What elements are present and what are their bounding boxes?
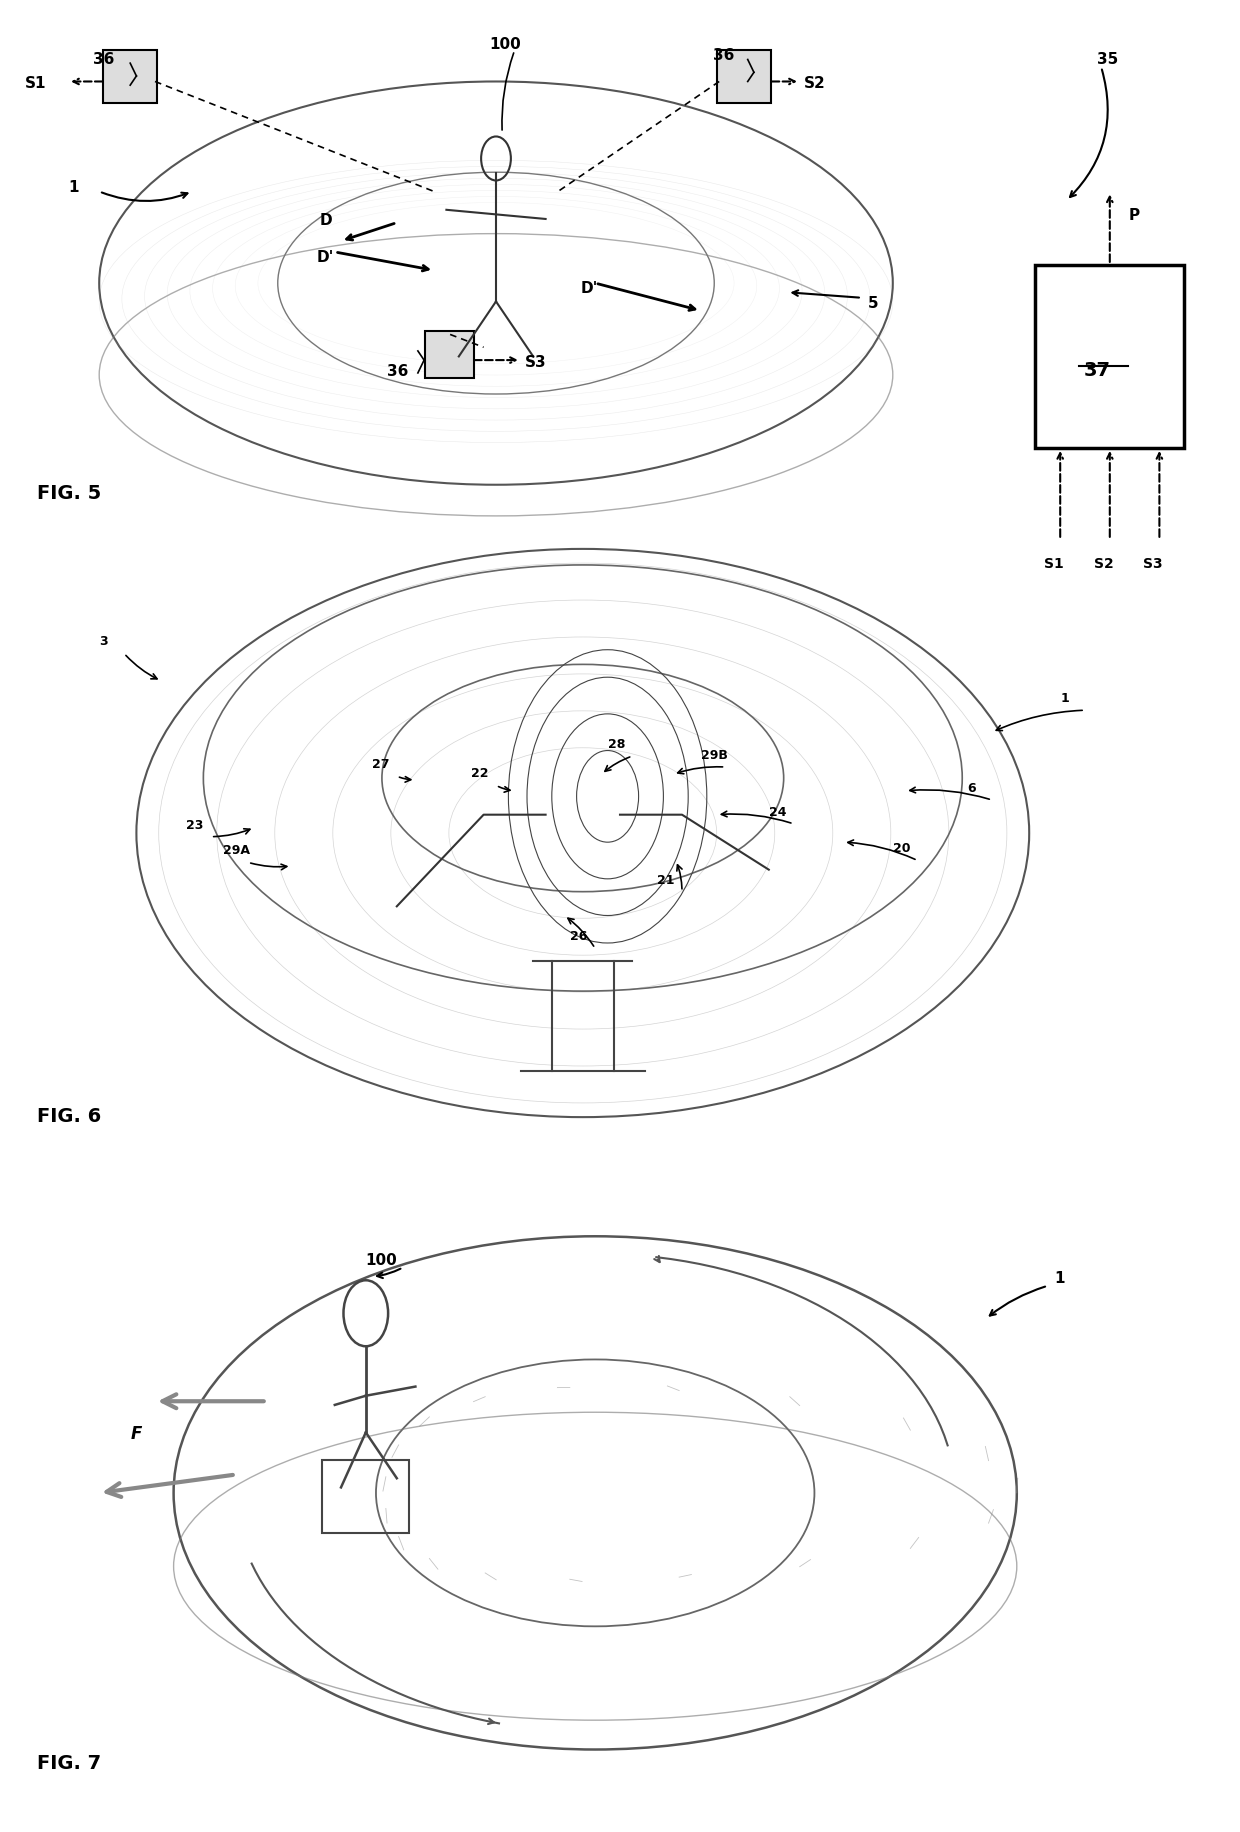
FancyBboxPatch shape [103,51,157,104]
Text: S1: S1 [25,75,46,92]
Text: P: P [1128,207,1140,224]
Text: 36: 36 [93,51,114,68]
Text: 23: 23 [186,819,203,832]
Text: F: F [130,1423,141,1442]
Text: S3: S3 [525,354,546,370]
Text: 29B: 29B [701,749,728,762]
Text: 21: 21 [657,874,675,887]
Text: 6: 6 [967,782,976,795]
Text: D': D' [580,280,598,297]
Text: 36: 36 [713,48,734,64]
Text: FIG. 6: FIG. 6 [37,1107,102,1125]
Text: 3: 3 [99,636,108,649]
Text: D: D [320,213,332,229]
Text: 35: 35 [1097,51,1118,68]
Text: 100: 100 [490,37,522,53]
Text: 1: 1 [68,180,78,196]
Text: 27: 27 [372,758,389,771]
Text: 37: 37 [1084,361,1111,379]
Text: S2: S2 [804,75,826,92]
Text: 5: 5 [868,295,879,311]
Text: 36: 36 [387,363,408,379]
Text: 26: 26 [570,931,588,943]
Text: 29A: 29A [223,845,250,857]
FancyBboxPatch shape [717,51,771,104]
Text: 22: 22 [471,768,489,780]
Text: 1: 1 [1060,692,1069,705]
Text: S2: S2 [1094,557,1114,572]
Text: FIG. 5: FIG. 5 [37,484,102,502]
Text: D': D' [316,249,334,266]
Text: FIG. 7: FIG. 7 [37,1753,102,1772]
Text: 20: 20 [893,843,910,856]
Text: 100: 100 [366,1251,398,1268]
Text: 28: 28 [608,738,625,751]
Text: 1: 1 [1054,1270,1064,1286]
Text: S3: S3 [1143,557,1163,572]
Text: S1: S1 [1044,557,1064,572]
Text: 24: 24 [769,806,786,819]
FancyBboxPatch shape [425,332,474,379]
